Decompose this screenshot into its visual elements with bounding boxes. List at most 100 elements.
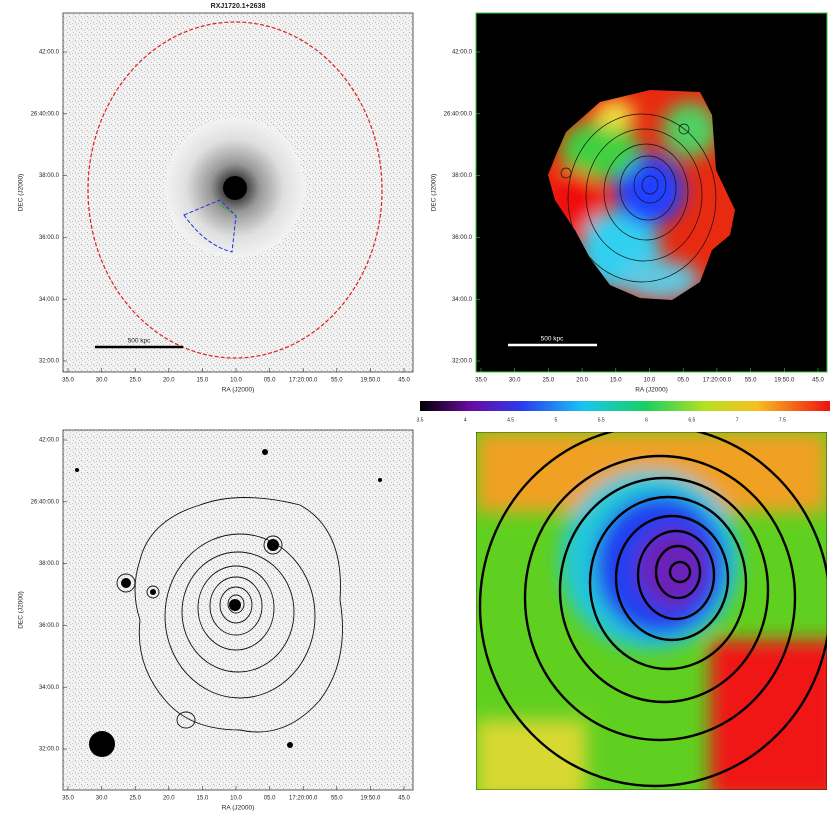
- x-tick-label: 10.0: [230, 378, 242, 384]
- y-tick-label: 26:40:00.0: [31, 111, 60, 117]
- star: [121, 578, 131, 588]
- y-tick-label: 26:40:00.0: [31, 499, 60, 505]
- star: [378, 478, 382, 482]
- x-tick-label: 25.0: [129, 378, 141, 384]
- colorbar: [420, 401, 830, 411]
- contour: [209, 576, 263, 636]
- x-tick-label: 25.0: [543, 378, 555, 384]
- x-axis-label: RA (J2000): [635, 387, 668, 394]
- colorbar-tick-label: 7.5: [779, 417, 786, 423]
- contour: [263, 535, 283, 555]
- contour: [560, 167, 572, 179]
- x-tick-label: 05.0: [264, 378, 276, 384]
- x-tick-label: 45.0: [398, 796, 410, 802]
- colorbar-tick-label: 4: [464, 417, 467, 423]
- region-ellipse: [87, 21, 383, 359]
- x-tick-label: 20.0: [576, 378, 588, 384]
- x-axis-label: RA (J2000): [222, 387, 255, 394]
- x-tick-label: 10.0: [230, 796, 242, 802]
- y-tick-label: 36:00.0: [452, 235, 473, 241]
- cluster-core: [223, 176, 247, 200]
- y-tick-label: 36:00.0: [39, 235, 60, 241]
- contour: [116, 573, 136, 593]
- stars: [75, 449, 382, 757]
- y-tick-label: 32:00.0: [452, 359, 473, 365]
- x-axis-label: RA (J2000): [222, 805, 255, 812]
- contours: [560, 113, 717, 283]
- star: [89, 731, 115, 757]
- front-marker: [219, 204, 233, 214]
- contour: [164, 533, 316, 699]
- y-tick-label: 32:00.0: [39, 747, 60, 753]
- contour: [134, 497, 343, 733]
- y-tick-label: 42:00.0: [39, 50, 60, 56]
- contour: [668, 560, 692, 584]
- x-tick-label: 15.0: [197, 796, 209, 802]
- panel-title: RXJ1720.1+2638: [211, 3, 266, 10]
- y-axis-label: DEC (J2000): [18, 591, 25, 629]
- x-tick-label: 05.0: [677, 378, 689, 384]
- contour: [197, 565, 275, 651]
- contour: [619, 155, 677, 221]
- contour: [176, 711, 196, 729]
- star: [287, 742, 293, 748]
- colorbar-tick-label: 6: [645, 417, 648, 423]
- y-tick-label: 42:00.0: [39, 438, 60, 444]
- contour: [585, 128, 703, 262]
- temperature-map: [548, 90, 735, 300]
- scale-bar-label: 500 kpc: [128, 338, 152, 345]
- y-axis-label: DEC (J2000): [431, 174, 438, 212]
- star: [150, 589, 156, 595]
- y-tick-label: 36:00.0: [39, 623, 60, 629]
- contour: [478, 432, 827, 788]
- x-tick-label: 20.0: [163, 796, 175, 802]
- contour: [603, 143, 689, 241]
- x-tick-label: 30.0: [96, 796, 108, 802]
- y-tick-label: 34:00.0: [452, 297, 473, 303]
- x-tick-label: 35.0: [475, 378, 487, 384]
- colorbar-tick-label: 7: [736, 417, 739, 423]
- x-tick-label: 20.0: [163, 378, 175, 384]
- sector-region: [183, 199, 237, 253]
- y-tick-label: 34:00.0: [39, 297, 60, 303]
- scale-bar-label: 500 kpc: [541, 336, 565, 343]
- contour: [636, 529, 716, 621]
- blob: [710, 640, 827, 790]
- x-tick-label: 19:50.0: [774, 378, 795, 384]
- y-tick-label: 38:00.0: [452, 173, 473, 179]
- contour: [567, 113, 717, 283]
- contour: [654, 544, 702, 600]
- temperature-zoom: [476, 432, 827, 790]
- x-tick-label: 19:50.0: [360, 378, 381, 384]
- colorbar-tick-label: 4.5: [507, 417, 514, 423]
- star: [267, 539, 279, 551]
- star: [229, 599, 241, 611]
- x-tick-label: 17:20:00.0: [703, 378, 732, 384]
- contour: [558, 476, 770, 704]
- contour: [181, 551, 295, 673]
- x-tick-label: 05.0: [264, 796, 276, 802]
- contour: [146, 585, 160, 599]
- y-axis-label: DEC (J2000): [18, 174, 25, 212]
- x-tick-label: 30.0: [96, 378, 108, 384]
- contours: [478, 432, 827, 788]
- x-tick-label: 19:50.0: [360, 796, 381, 802]
- colorbar-tick-label: 6.5: [688, 417, 695, 423]
- colorbar-tick-label: 5.5: [598, 417, 605, 423]
- map-blobs: [476, 432, 827, 790]
- contour: [523, 454, 797, 742]
- x-tick-label: 15.0: [197, 378, 209, 384]
- x-tick-label: 35.0: [62, 796, 74, 802]
- contour: [219, 586, 253, 624]
- contour: [614, 514, 730, 642]
- x-tick-label: 35.0: [62, 378, 74, 384]
- x-tick-label: 10.0: [644, 378, 656, 384]
- blob: [615, 155, 685, 225]
- y-tick-label: 38:00.0: [39, 173, 60, 179]
- y-tick-label: 42:00.0: [452, 50, 473, 56]
- star: [75, 468, 79, 472]
- y-tick-label: 32:00.0: [39, 359, 60, 365]
- blob: [662, 102, 718, 158]
